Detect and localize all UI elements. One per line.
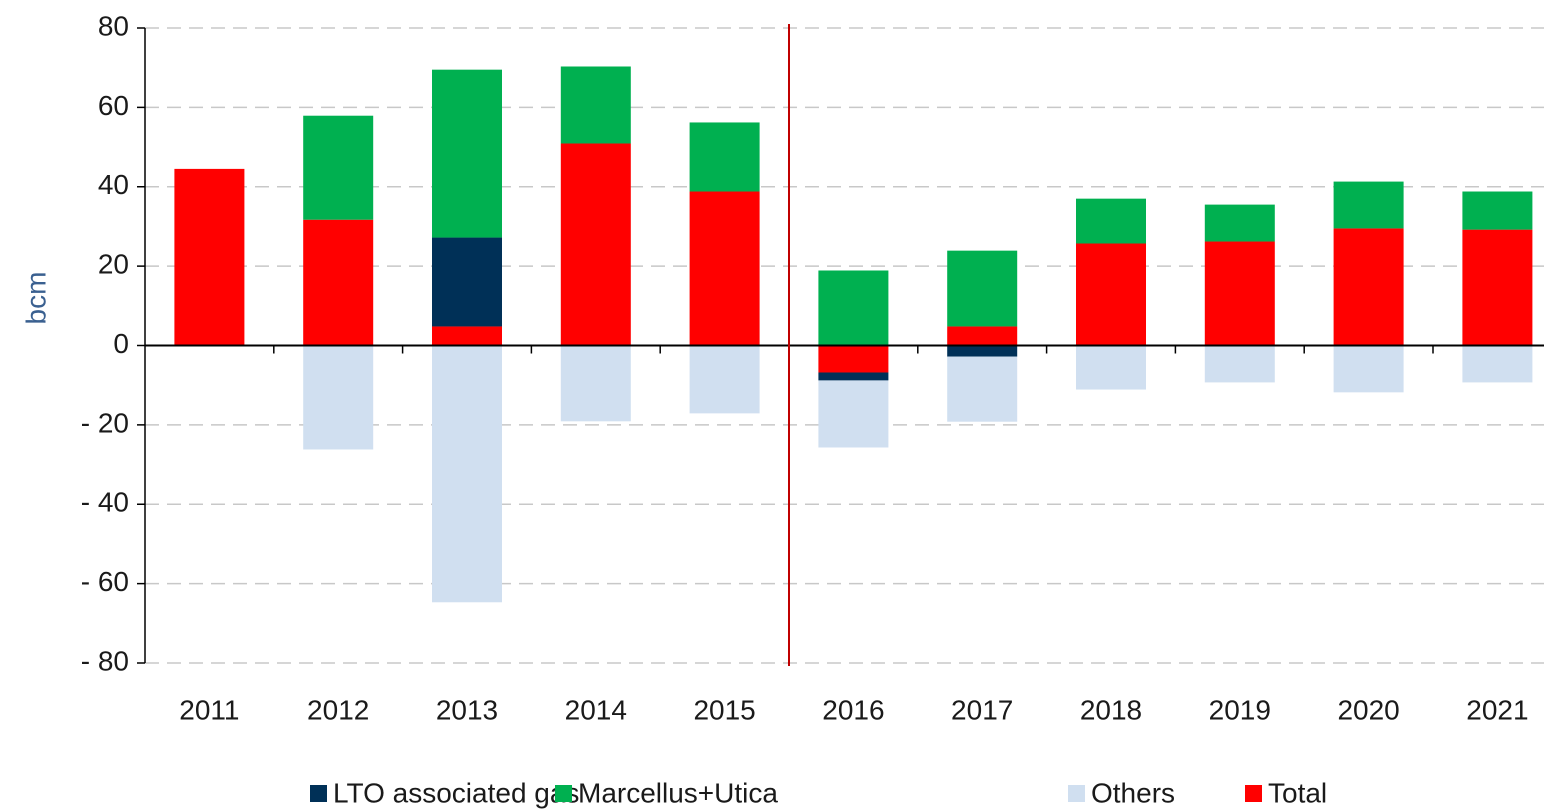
bar-segment [689, 122, 760, 192]
bar-segment [1076, 345, 1146, 390]
y-tick-label: 60 [98, 90, 129, 121]
legend-label: Total [1268, 777, 1327, 808]
y-tick-label: 0 [113, 328, 129, 359]
bar-segment [432, 326, 502, 346]
legend-label: LTO associated gas [333, 777, 579, 808]
x-tick-label: 2011 [179, 694, 239, 725]
y-tick-label: - 20 [81, 407, 129, 438]
bar-segment [1076, 198, 1146, 244]
x-tick-label: 2016 [822, 694, 884, 725]
bar-segment [1204, 204, 1275, 242]
x-tick-label: 2018 [1080, 694, 1142, 725]
legend-swatch [555, 785, 572, 802]
bar-segment [560, 66, 631, 144]
x-tick-label: 2014 [565, 694, 627, 725]
y-tick-label: 80 [98, 10, 129, 41]
bar-segment [818, 345, 889, 373]
bar-segment [1333, 345, 1404, 393]
x-tick-label: 2021 [1466, 694, 1528, 725]
legend-label: Marcellus+Utica [578, 777, 778, 808]
legend-swatch [310, 785, 327, 802]
x-tick-label: 2012 [307, 694, 369, 725]
bar-segment [689, 345, 760, 414]
bar-segment [432, 237, 502, 327]
bar-segment [432, 69, 502, 238]
bar-segment [689, 191, 760, 346]
y-tick-label: 40 [98, 169, 129, 200]
bar-segment [303, 345, 374, 450]
bar-segment [818, 372, 889, 381]
x-tick-label: 2015 [693, 694, 755, 725]
legend-swatch [1245, 785, 1262, 802]
bar-segment [1333, 228, 1404, 346]
bar-segment [560, 143, 631, 346]
bar-segment [1462, 191, 1533, 230]
y-tick-label: 20 [98, 249, 129, 280]
bar-segment [174, 168, 245, 346]
legend-swatch [1068, 785, 1085, 802]
y-tick-label: - 60 [81, 566, 129, 597]
bar-segment [1333, 181, 1404, 229]
bar-segment [303, 115, 374, 220]
bar-segment [947, 250, 1018, 327]
bar-segment [947, 326, 1018, 346]
x-tick-label: 2013 [436, 694, 498, 725]
legend-label: Others [1091, 777, 1175, 808]
bar-segment [818, 270, 889, 346]
bar-segment [1462, 345, 1533, 383]
x-tick-label: 2017 [951, 694, 1013, 725]
bar-segment [1462, 229, 1533, 346]
bar-segment [1076, 243, 1146, 346]
bar-segment [560, 345, 631, 422]
bar-segment [303, 219, 374, 346]
bar-segment [1204, 241, 1275, 346]
bar-segment [947, 356, 1018, 422]
bar-segment [818, 380, 889, 448]
y-tick-label: - 40 [81, 487, 129, 518]
bar-segment [947, 345, 1018, 357]
x-tick-label: 2019 [1209, 694, 1271, 725]
x-tick-label: 2020 [1337, 694, 1399, 725]
bar-segment [1204, 345, 1275, 383]
y-axis-label: bcm [20, 272, 51, 325]
bar-segment [432, 345, 502, 603]
y-tick-label: - 80 [81, 645, 129, 676]
